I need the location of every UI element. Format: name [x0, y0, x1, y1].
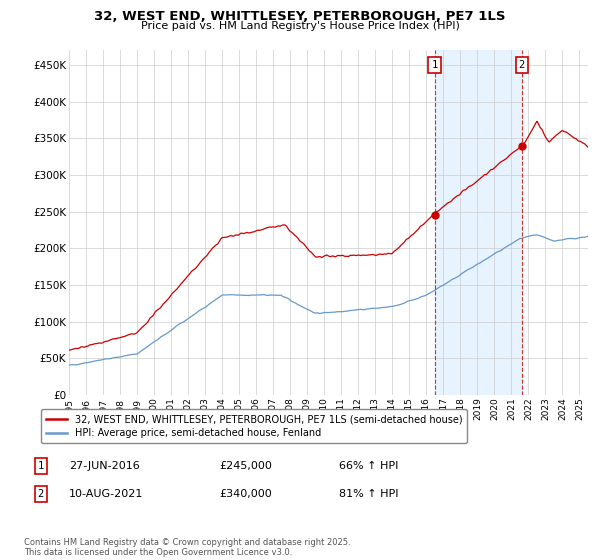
Text: £340,000: £340,000: [219, 489, 272, 499]
Text: 27-JUN-2016: 27-JUN-2016: [69, 461, 140, 471]
Legend: 32, WEST END, WHITTLESEY, PETERBOROUGH, PE7 1LS (semi-detached house), HPI: Aver: 32, WEST END, WHITTLESEY, PETERBOROUGH, …: [41, 409, 467, 443]
Text: Contains HM Land Registry data © Crown copyright and database right 2025.
This d: Contains HM Land Registry data © Crown c…: [24, 538, 350, 557]
Text: 32, WEST END, WHITTLESEY, PETERBOROUGH, PE7 1LS: 32, WEST END, WHITTLESEY, PETERBOROUGH, …: [94, 10, 506, 23]
Text: 2: 2: [38, 489, 44, 499]
Text: 2: 2: [518, 60, 525, 70]
Text: 66% ↑ HPI: 66% ↑ HPI: [339, 461, 398, 471]
Text: £245,000: £245,000: [219, 461, 272, 471]
Text: 10-AUG-2021: 10-AUG-2021: [69, 489, 143, 499]
Text: 1: 1: [431, 60, 438, 70]
Text: 81% ↑ HPI: 81% ↑ HPI: [339, 489, 398, 499]
Text: Price paid vs. HM Land Registry's House Price Index (HPI): Price paid vs. HM Land Registry's House …: [140, 21, 460, 31]
Text: 1: 1: [38, 461, 44, 471]
Bar: [434, 50, 522, 395]
